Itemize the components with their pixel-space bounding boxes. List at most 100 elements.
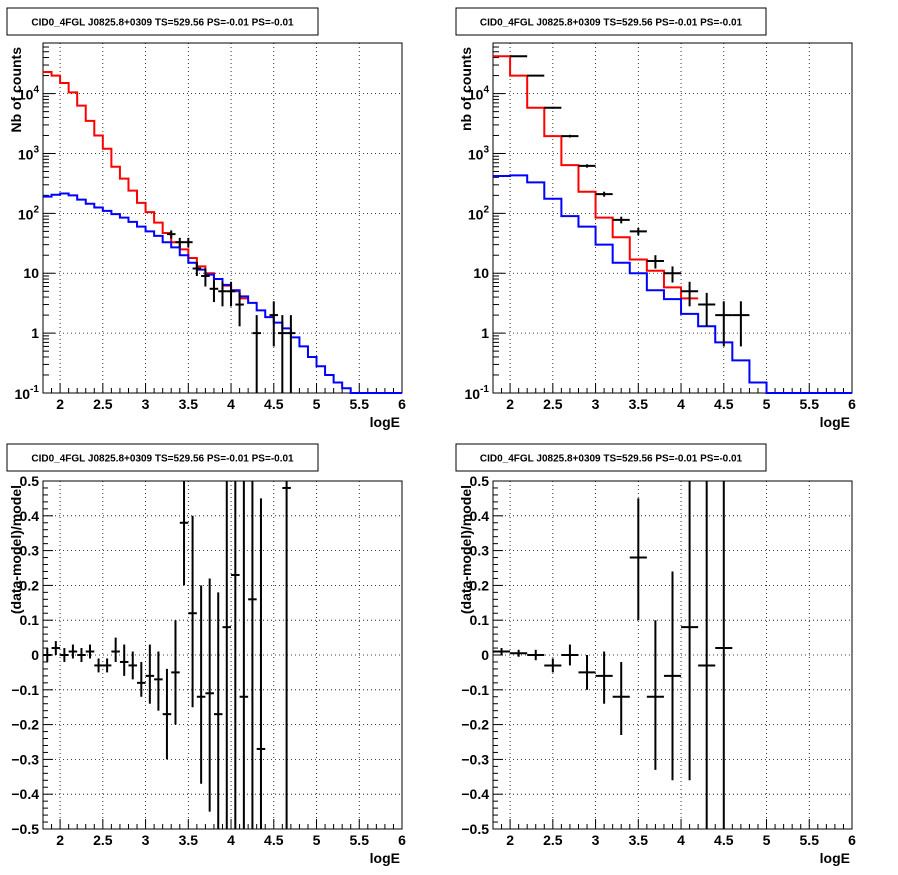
- y-tick-label: −0.5: [461, 821, 489, 837]
- data-point: [252, 315, 261, 393]
- data-point: [663, 571, 682, 781]
- series-blue-histogram: [43, 192, 402, 394]
- x-axis: 2 2.5 3 3.5 4 4.5 5 5.5 6: [492, 383, 856, 412]
- y-axis-label: (data-model)/model: [458, 485, 474, 614]
- y-tick-label: −0.4: [11, 786, 39, 802]
- y-tick-label: 10: [473, 265, 489, 281]
- y-tick-label: 10-1: [465, 384, 490, 402]
- x-axis: 2 2.5 3 3.5 4 4.5 5 5.5 6: [42, 383, 406, 412]
- data-point: [51, 641, 61, 655]
- x-axis-label: logE: [370, 414, 400, 430]
- data-point: [286, 315, 296, 393]
- data-point: [68, 644, 78, 659]
- data-point: [256, 498, 266, 829]
- x-tick-label: 6: [848, 832, 856, 848]
- data-points: [510, 55, 750, 347]
- y-tick-label: 1: [481, 325, 489, 341]
- data-point: [179, 481, 189, 586]
- x-tick-label: 2: [56, 832, 64, 848]
- data-point: [60, 648, 69, 662]
- chart-title: CID0_4FGL J0825.8+0309 TS=529.56 PS=-0.0…: [480, 18, 743, 29]
- y-tick-label: 0.3: [470, 543, 490, 559]
- data-point: [715, 481, 733, 829]
- pad-top-left: CID0_4FGL J0825.8+0309 TS=529.56 PS=-0.0…: [6, 7, 406, 430]
- x-tick-label: 2.5: [93, 396, 113, 412]
- data-point: [222, 481, 232, 829]
- x-tick-label: 3.5: [179, 832, 199, 848]
- data-point: [145, 644, 155, 704]
- y-tick-base: 10: [468, 146, 484, 162]
- y-tick-label: 0: [481, 647, 489, 663]
- data-point: [77, 648, 86, 662]
- data-point: [544, 106, 562, 109]
- y-tick-label: 0.4: [20, 508, 40, 524]
- y-tick-label: −0.2: [11, 717, 39, 733]
- data-point: [663, 266, 682, 283]
- data-point: [612, 661, 630, 736]
- x-tick-label: 6: [848, 396, 856, 412]
- data-point: [171, 620, 180, 725]
- y-tick-label: 0.2: [470, 577, 490, 593]
- x-tick-label: 3: [142, 832, 150, 848]
- data-point: [184, 237, 193, 248]
- x-axis: 2 2.5 3 3.5 4 4.5 5 5.5 6: [492, 819, 856, 848]
- data-point: [218, 281, 227, 307]
- data-point: [732, 301, 750, 347]
- grid: [43, 481, 402, 829]
- y-axis: −0.5 −0.4 −0.3 −0.2 −0.1 0 0.1 0.2 0.3 0.4 0.5: [11, 473, 53, 837]
- plot-frame: [42, 480, 403, 830]
- y-tick-label: 102: [468, 204, 490, 222]
- y-tick-label: 0.5: [20, 473, 40, 489]
- data-point: [527, 649, 545, 661]
- data-points: [166, 230, 296, 393]
- data-point: [510, 649, 528, 657]
- y-tick-label: 10: [23, 265, 39, 281]
- y-tick-exponent: -1: [30, 384, 39, 395]
- y-tick-exponent: 2: [33, 204, 39, 215]
- y-tick-label: 0.4: [470, 508, 490, 524]
- y-tick-label: 0.1: [470, 612, 490, 628]
- x-tick-label: 4.5: [714, 832, 734, 848]
- y-tick-label: −0.3: [461, 751, 489, 767]
- data-point: [544, 658, 562, 673]
- y-axis: −0.5 −0.4 −0.3 −0.2 −0.1 0 0.1 0.2 0.3 0.4 0.5: [461, 473, 503, 837]
- data-point: [192, 261, 202, 276]
- x-tick-label: 5: [763, 832, 771, 848]
- x-tick-label: 4: [677, 832, 685, 848]
- series-red-histogram: [43, 70, 249, 300]
- data-point: [629, 498, 647, 621]
- data-point: [201, 268, 210, 287]
- data-point: [137, 661, 146, 697]
- data-point: [681, 481, 699, 781]
- chart-title: CID0_4FGL J0825.8+0309 TS=529.56 PS=-0.0…: [31, 18, 294, 29]
- plot-frame: [492, 42, 853, 394]
- x-tick-label: 5: [313, 832, 321, 848]
- pad-top-right: CID0_4FGL J0825.8+0309 TS=529.56 PS=-0.0…: [455, 7, 856, 430]
- y-tick-label: 104: [18, 85, 40, 103]
- y-tick-label: 103: [18, 144, 40, 162]
- y-tick-exponent: 3: [483, 144, 489, 155]
- x-axis-label: logE: [820, 414, 850, 430]
- pad-bottom-right: CID0_4FGL J0825.8+0309 TS=529.56 PS=-0.0…: [455, 443, 856, 866]
- y-tick-base: 10: [465, 386, 481, 402]
- data-point: [175, 237, 185, 248]
- x-tick-label: 4: [227, 396, 235, 412]
- x-tick-label: 2.5: [93, 832, 113, 848]
- x-tick-label: 5.5: [350, 396, 370, 412]
- title-box: [6, 7, 319, 36]
- x-tick-label: 5.5: [800, 832, 820, 848]
- y-tick-label: 102: [18, 204, 40, 222]
- x-tick-label: 4.5: [264, 832, 284, 848]
- x-tick-label: 3.5: [629, 832, 649, 848]
- x-tick-label: 3: [142, 396, 150, 412]
- x-tick-label: 2.5: [543, 832, 563, 848]
- y-tick-exponent: 4: [483, 85, 489, 96]
- data-point: [561, 134, 579, 138]
- x-tick-label: 2: [506, 832, 514, 848]
- grid: [493, 43, 852, 393]
- y-tick-label: 0: [31, 647, 39, 663]
- data-point: [595, 191, 613, 197]
- pad-bottom-left: CID0_4FGL J0825.8+0309 TS=529.56 PS=-0.0…: [6, 443, 406, 866]
